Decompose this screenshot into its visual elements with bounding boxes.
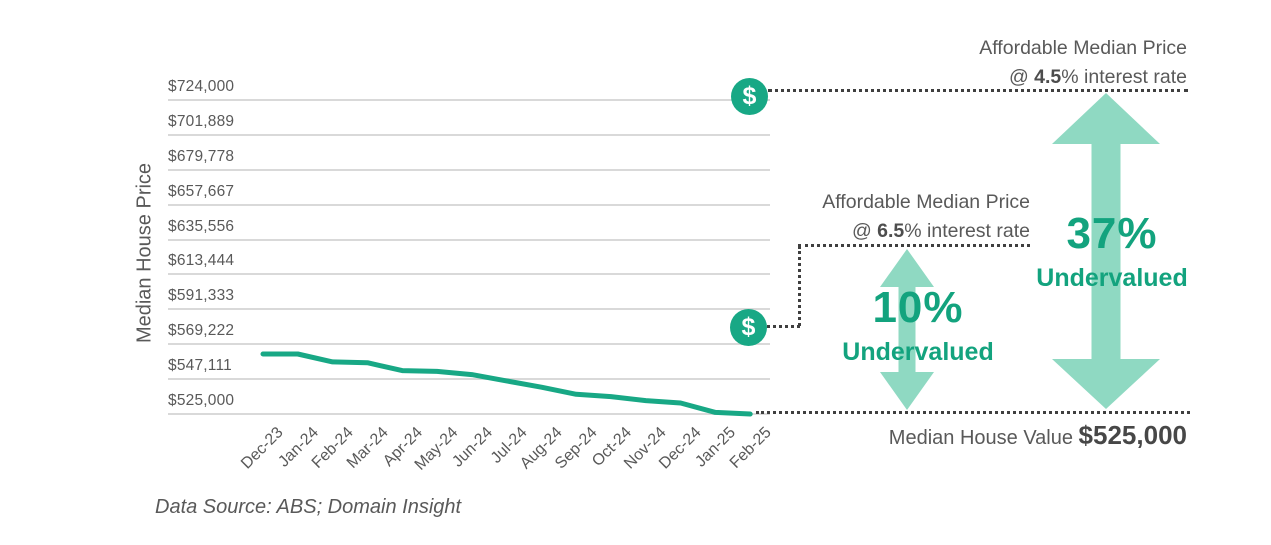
y-tick-label: $613,444 bbox=[168, 252, 235, 270]
undervalued-37-percent: 37% bbox=[1066, 209, 1158, 258]
data-source-note: Data Source: ABS; Domain Insight bbox=[155, 496, 462, 518]
y-tick-label: $679,778 bbox=[168, 147, 235, 165]
undervalued-10-label: 10% Undervalued bbox=[842, 286, 993, 367]
y-gridline bbox=[168, 378, 770, 381]
y-gridline bbox=[168, 168, 770, 171]
y-gridline bbox=[168, 133, 770, 136]
affordable-price-45-label: Affordable Median Price @ 4.5% interest … bbox=[979, 34, 1187, 92]
dotted-line-affordable-45 bbox=[768, 89, 1188, 92]
x-tick-label: Dec-23 bbox=[238, 424, 288, 473]
affordable-price-45-line2: @ 4.5% interest rate bbox=[1008, 66, 1187, 88]
y-tick-label: $657,667 bbox=[168, 182, 235, 200]
y-tick-label: $635,556 bbox=[168, 217, 235, 235]
dollar-icon: $ bbox=[731, 78, 768, 115]
median-house-value-label: Median House Value bbox=[888, 427, 1079, 449]
undervalued-10-percent: 10% bbox=[872, 283, 964, 332]
y-tick-label: $525,000 bbox=[168, 392, 235, 409]
dotted-elbow-horizontal bbox=[767, 325, 800, 328]
y-tick-label: $591,333 bbox=[168, 287, 235, 305]
dotted-line-affordable-65 bbox=[798, 244, 1030, 247]
y-axis-title: Median House Price bbox=[133, 162, 156, 344]
y-gridline bbox=[168, 273, 770, 276]
y-gridline bbox=[168, 238, 770, 241]
median-house-value: Median House Value $525,000 bbox=[889, 420, 1187, 451]
affordable-price-65-line1: Affordable Median Price bbox=[822, 191, 1030, 213]
y-tick-label: $701,889 bbox=[168, 112, 235, 130]
y-tick-label: $724,000 bbox=[168, 78, 235, 95]
y-gridline bbox=[168, 343, 770, 346]
median-price-line bbox=[260, 351, 753, 417]
y-gridline bbox=[168, 203, 770, 206]
affordable-price-45-line1: Affordable Median Price bbox=[979, 37, 1187, 59]
y-gridline bbox=[168, 99, 770, 101]
undervalued-37-label: 37% Undervalued bbox=[1036, 212, 1187, 293]
dollar-icon: $ bbox=[730, 309, 767, 346]
y-gridline bbox=[168, 413, 770, 415]
y-tick-label: $569,222 bbox=[168, 322, 235, 340]
dotted-elbow-vertical bbox=[798, 246, 801, 326]
dotted-line-median-value bbox=[756, 411, 1190, 414]
undervalued-10-word: Undervalued bbox=[842, 338, 994, 366]
undervalued-37-word: Undervalued bbox=[1036, 264, 1188, 292]
median-house-value-amount: $525,000 bbox=[1078, 420, 1187, 450]
y-gridline bbox=[168, 308, 770, 311]
affordable-price-65-label: Affordable Median Price @ 6.5% interest … bbox=[822, 188, 1030, 246]
y-tick-label: $547,111 bbox=[168, 357, 232, 375]
affordable-price-65-line2: @ 6.5% interest rate bbox=[851, 220, 1030, 242]
